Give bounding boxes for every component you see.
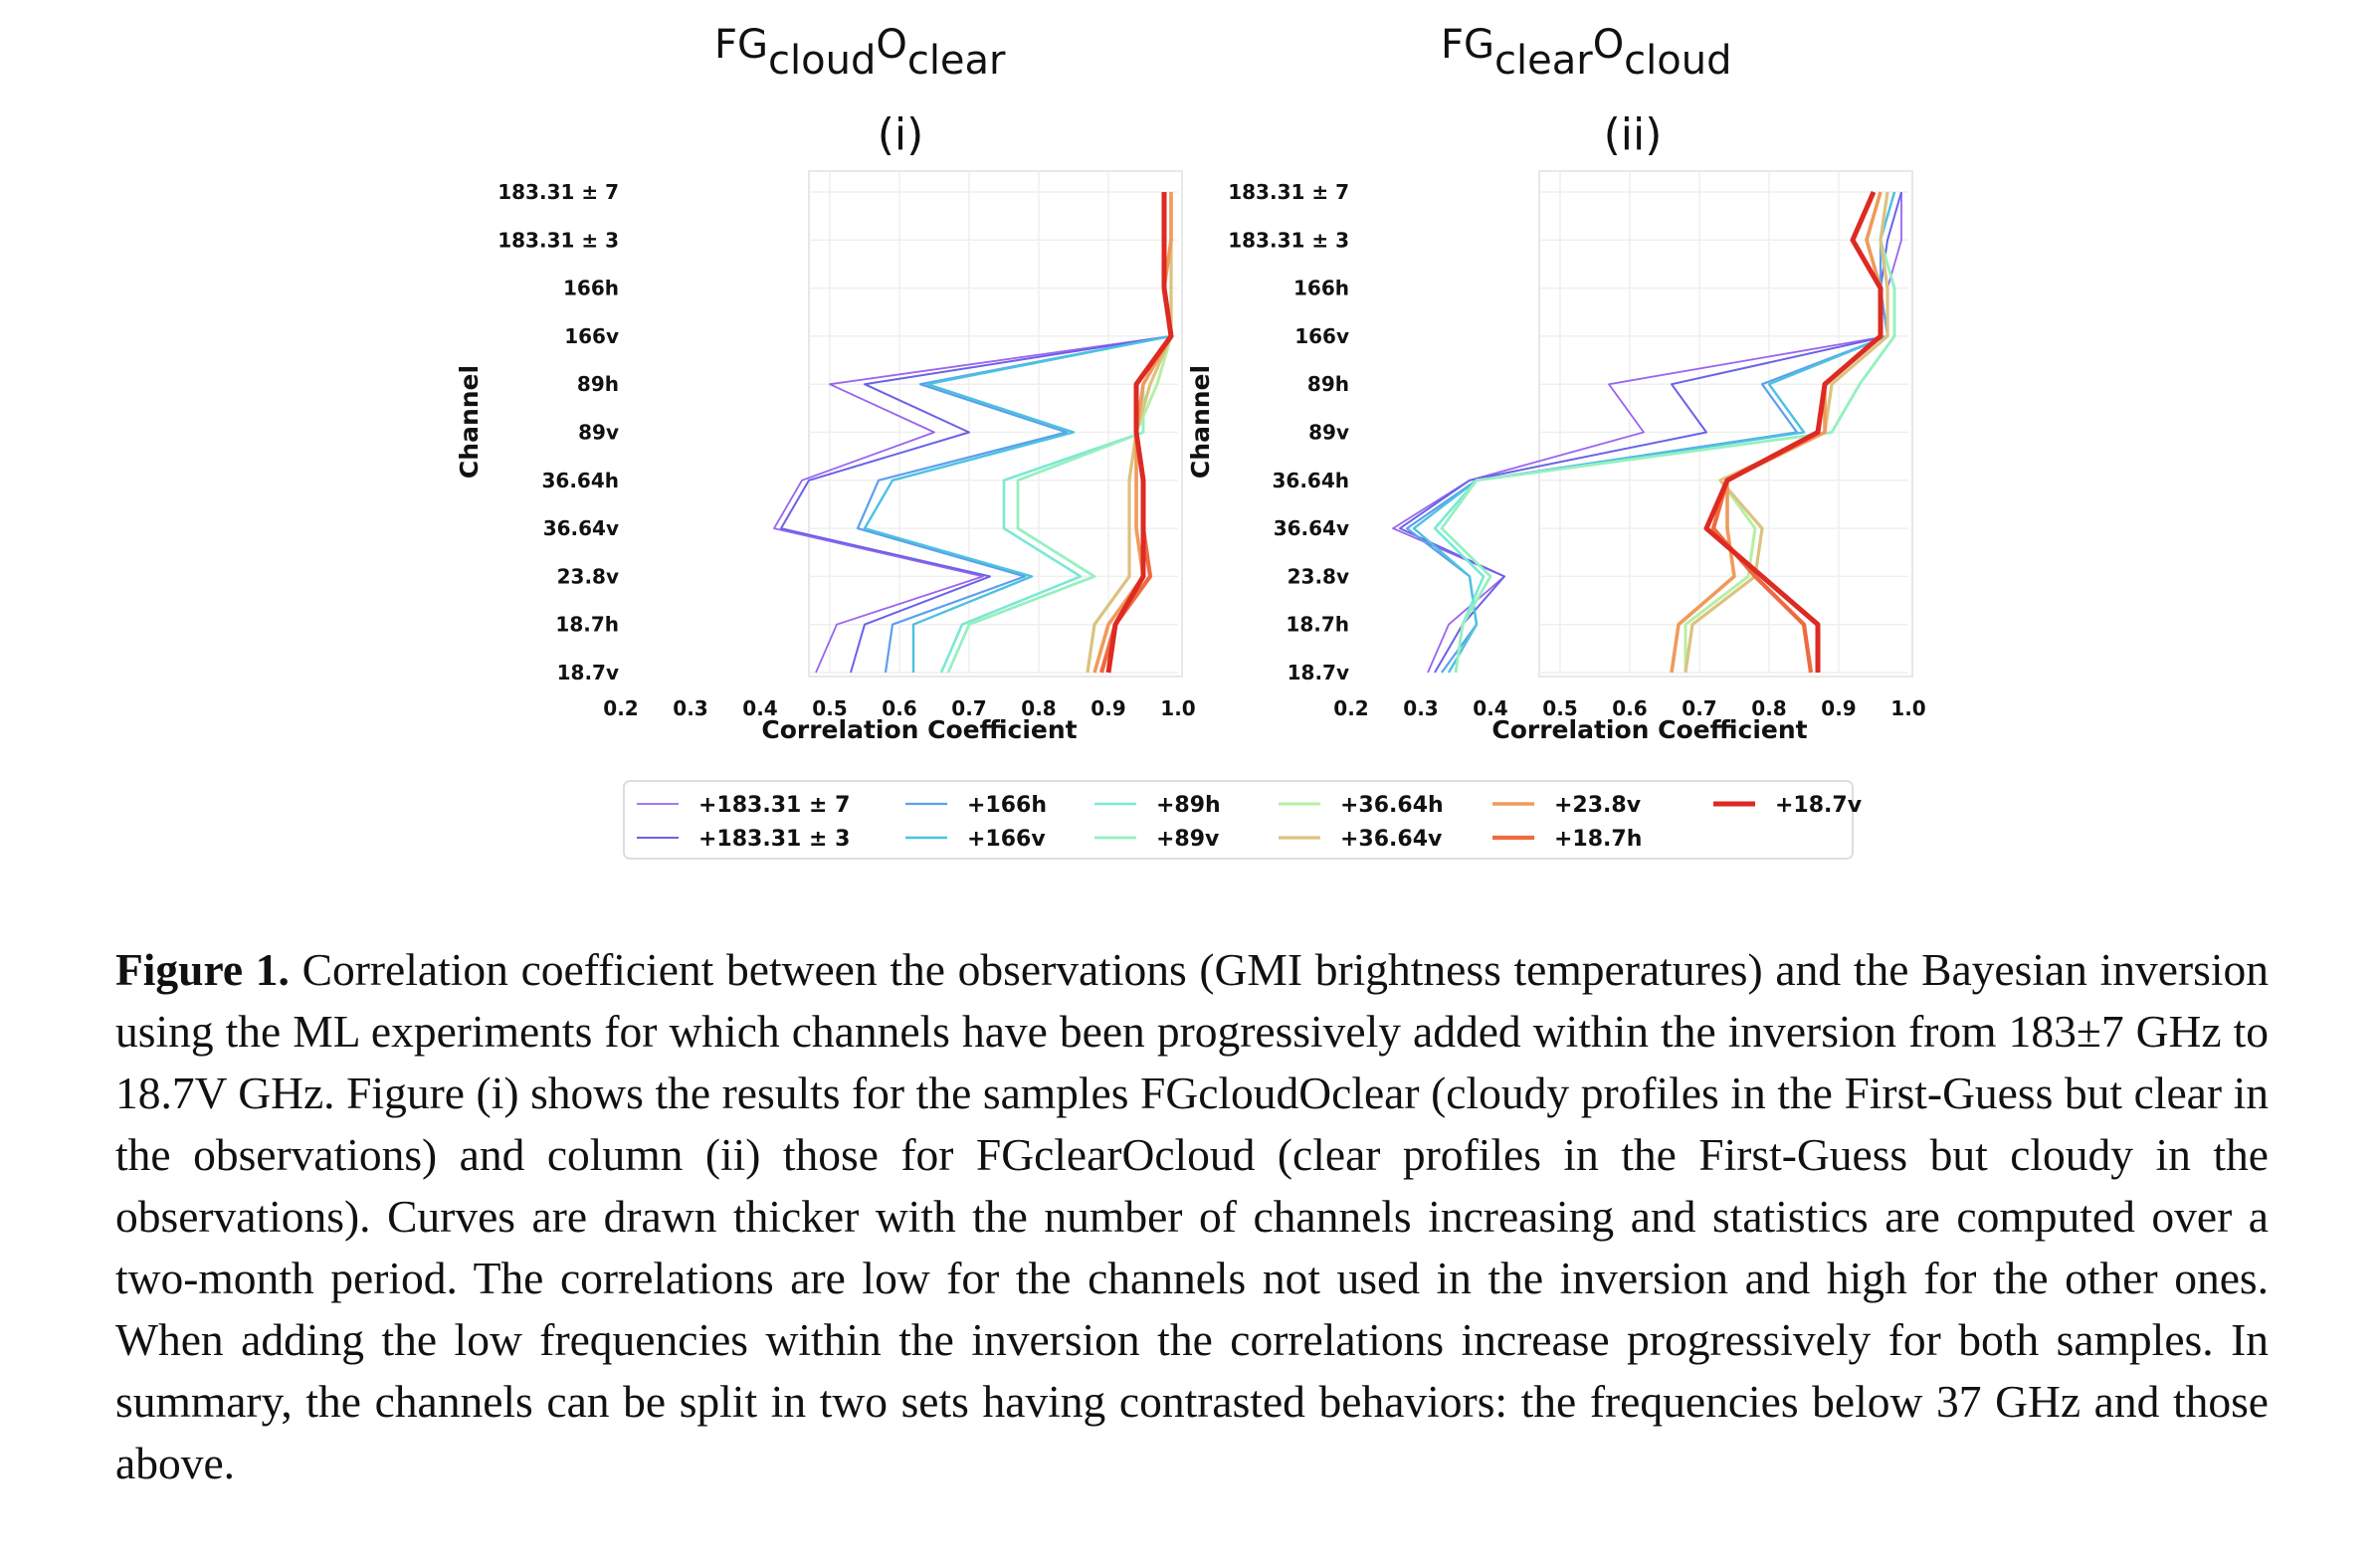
y-tick-label: 18.7h xyxy=(1286,613,1349,637)
x-tick-label: 0.4 xyxy=(742,696,777,720)
caption-label: Figure 1. xyxy=(115,944,290,995)
x-tick-label: 0.4 xyxy=(1473,696,1507,720)
y-tick-label: 89h xyxy=(1307,372,1349,396)
panel-i-plot-area xyxy=(808,170,1183,678)
y-tick-label: 36.64h xyxy=(542,469,620,492)
legend: +183.31 ± 7 +183.31 ± 3 +166h +166v +89h +89v… xyxy=(623,780,1863,860)
panel-i-x-ticks: 0.2 0.3 0.4 0.5 0.6 0.7 0.8 0.9 1.0 xyxy=(603,696,1195,720)
panel-i: FGcloudOclear (i) 183.31 ± 7 183.31 ± 3 16… xyxy=(455,22,1196,744)
x-tick-label: 0.8 xyxy=(1751,696,1786,720)
y-tick-label: 89v xyxy=(578,421,619,445)
y-tick-label: 166v xyxy=(1294,324,1349,348)
legend-label: +89h xyxy=(1156,793,1221,818)
series-line xyxy=(1399,191,1902,674)
legend-label: +18.7h xyxy=(1554,827,1642,852)
figure-caption: Figure 1. Correlation coefficient betwee… xyxy=(115,939,2269,1494)
y-tick-label: 18.7v xyxy=(1288,661,1349,684)
panel-ii-label: (ii) xyxy=(1604,109,1663,160)
panel-ii-series xyxy=(1392,191,1902,674)
y-tick-label: 183.31 ± 7 xyxy=(1228,180,1349,204)
y-tick-label: 89v xyxy=(1308,421,1349,445)
panel-ii-plot-area xyxy=(1538,170,1913,678)
x-tick-label: 0.5 xyxy=(1542,696,1577,720)
panel-ii-y-ticks: 183.31 ± 7 183.31 ± 3 166h 166v 89h 89v 36.64h… xyxy=(1228,180,1349,684)
y-tick-label: 183.31 ± 3 xyxy=(1228,228,1349,252)
series-line xyxy=(1670,191,1883,674)
y-tick-label: 36.64h xyxy=(1273,469,1350,492)
legend-label: +18.7v xyxy=(1775,793,1863,818)
legend-label: +183.31 ± 7 xyxy=(698,793,850,818)
legend-label: +166h xyxy=(967,793,1047,818)
x-tick-label: 0.6 xyxy=(1612,696,1647,720)
y-tick-label: 36.64v xyxy=(543,516,619,540)
panel-i-grid xyxy=(809,171,1178,674)
x-tick-label: 0.7 xyxy=(951,696,986,720)
y-tick-label: 166h xyxy=(1293,277,1349,300)
y-tick-label: 89h xyxy=(577,372,619,396)
legend-label: +166v xyxy=(967,827,1046,852)
series-line xyxy=(1105,192,1174,674)
legend-frame xyxy=(623,780,1854,860)
y-tick-label: 36.64v xyxy=(1274,516,1349,540)
x-tick-label: 0.9 xyxy=(1821,696,1856,720)
legend-label: +23.8v xyxy=(1554,793,1642,818)
figure: FGcloudOclear (i) 183.31 ± 7 183.31 ± 3 16… xyxy=(455,22,1926,860)
x-tick-label: 1.0 xyxy=(1890,696,1925,720)
x-tick-label: 0.8 xyxy=(1021,696,1056,720)
legend-label: +89v xyxy=(1156,827,1220,852)
panel-i-title: FGcloudOclear xyxy=(714,22,1006,84)
series-line xyxy=(1703,191,1884,673)
panel-i-label: (i) xyxy=(878,109,924,160)
y-tick-label: 23.8v xyxy=(557,564,619,588)
panel-i-y-axis-label: Channel xyxy=(455,365,484,479)
x-tick-label: 0.7 xyxy=(1682,696,1716,720)
x-tick-label: 0.2 xyxy=(603,696,638,720)
panel-i-y-ticks: 183.31 ± 7 183.31 ± 3 166h 166v 89h 89v 36.64h… xyxy=(497,180,619,684)
x-tick-label: 1.0 xyxy=(1160,696,1195,720)
y-tick-label: 18.7v xyxy=(557,661,619,684)
x-tick-label: 0.2 xyxy=(1333,696,1368,720)
panel-ii-grid xyxy=(1539,171,1908,674)
panel-ii-x-ticks: 0.2 0.3 0.4 0.5 0.6 0.7 0.8 0.9 1.0 xyxy=(1333,696,1925,720)
caption-text: Correlation coefficient between the obse… xyxy=(115,944,2269,1488)
y-tick-label: 166v xyxy=(564,324,619,348)
y-tick-label: 183.31 ± 7 xyxy=(497,180,619,204)
y-tick-label: 18.7h xyxy=(555,613,619,637)
legend-label: +183.31 ± 3 xyxy=(698,827,850,852)
legend-label: +36.64h xyxy=(1340,793,1444,818)
y-tick-label: 166h xyxy=(563,277,619,300)
panel-ii-y-axis-label: Channel xyxy=(1186,365,1215,479)
x-tick-label: 0.3 xyxy=(673,696,707,720)
legend-label: +36.64v xyxy=(1340,827,1443,852)
panel-ii-x-axis-label: Correlation Coefficient xyxy=(1491,715,1807,744)
panel-i-x-axis-label: Correlation Coefficient xyxy=(761,715,1077,744)
x-tick-label: 0.9 xyxy=(1091,696,1125,720)
series-line xyxy=(1440,191,1896,674)
panel-ii-title: FGclearOcloud xyxy=(1441,22,1732,84)
series-line xyxy=(1392,192,1902,674)
x-tick-label: 0.5 xyxy=(812,696,847,720)
x-tick-label: 0.3 xyxy=(1403,696,1438,720)
y-tick-label: 183.31 ± 3 xyxy=(497,228,619,252)
panel-i-series xyxy=(773,192,1174,674)
y-tick-label: 23.8v xyxy=(1288,564,1349,588)
x-tick-label: 0.6 xyxy=(882,696,916,720)
